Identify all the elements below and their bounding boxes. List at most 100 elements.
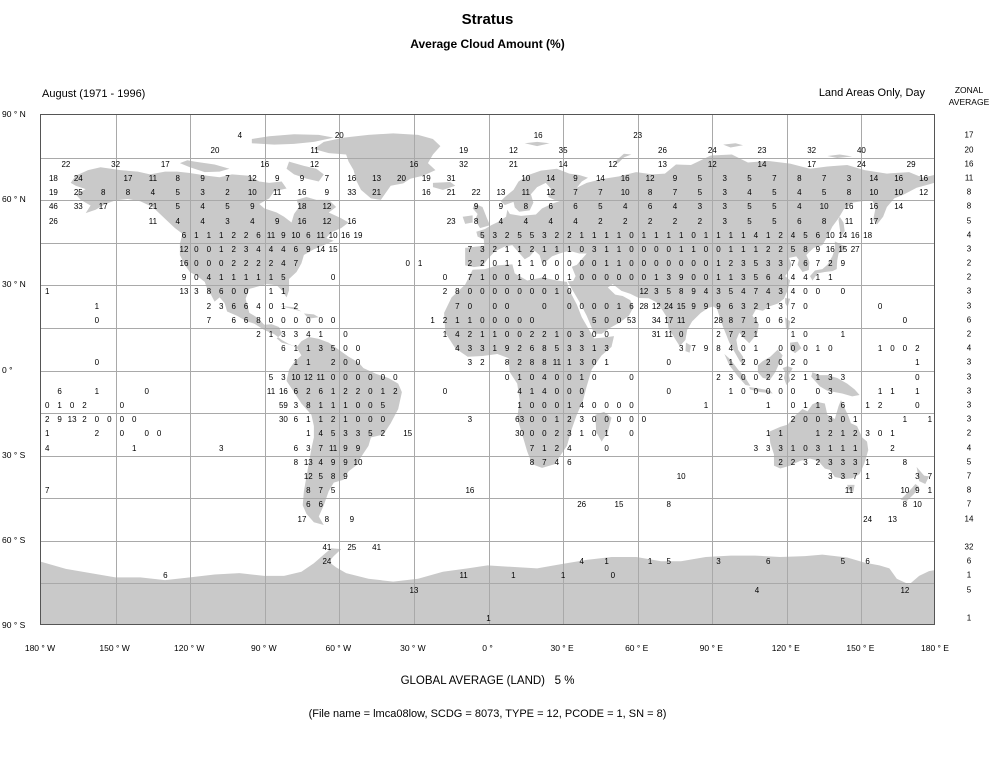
grid-value: 2 <box>293 301 299 311</box>
grid-value: 4 <box>765 287 771 297</box>
grid-value: 2 <box>504 230 510 240</box>
grid-value: 2 <box>467 259 473 268</box>
grid-value: 14 <box>838 230 848 240</box>
zonal-average-value: 1 <box>966 570 972 580</box>
grid-value: 0 <box>343 330 348 339</box>
grid-value: 0 <box>517 315 522 325</box>
grid-value: 5 <box>790 244 796 254</box>
grid-value: 24 <box>707 145 717 155</box>
grid-value: 0 <box>629 401 634 410</box>
longitude-tick-label: 180 ° W <box>24 643 56 653</box>
grid-value: 12 <box>247 173 257 183</box>
grid-value: 0 <box>815 386 821 396</box>
grid-value: 1 <box>529 386 535 396</box>
grid-value: 0 <box>753 372 759 382</box>
grid-value: 21 <box>148 202 158 212</box>
landmass-shape <box>685 342 691 353</box>
longitude-tick-label: 60 ° W <box>325 643 352 653</box>
grid-value: 0 <box>293 315 299 325</box>
grid-value: 8 <box>678 287 684 297</box>
grid-value: 16 <box>850 230 860 240</box>
grid-value: 8 <box>716 344 721 354</box>
grid-value: 1 <box>492 344 497 354</box>
grid-value: 2 <box>598 216 603 226</box>
parallel-line <box>41 498 934 500</box>
grid-value: 2 <box>529 330 535 339</box>
grid-value: 2 <box>82 415 87 425</box>
grid-value: 4 <box>455 330 460 339</box>
grid-value: 1 <box>554 287 560 297</box>
grid-value: 16 <box>533 131 543 141</box>
grid-value: 4 <box>542 386 547 396</box>
grid-value: 7 <box>467 273 473 283</box>
grid-value: 1 <box>877 386 883 396</box>
grid-value: 2 <box>765 358 771 368</box>
grid-value: 1 <box>654 273 659 283</box>
grid-value: 14 <box>546 173 556 183</box>
grid-value: 1 <box>517 401 522 410</box>
grid-value: 0 <box>666 386 671 396</box>
grid-value: 4 <box>542 273 547 283</box>
grid-value: 0 <box>790 386 796 396</box>
grid-value: 0 <box>604 330 609 339</box>
grid-value: 0 <box>567 330 572 339</box>
grid-value: 16 <box>278 386 288 396</box>
grid-value: 16 <box>465 486 475 496</box>
landmass-shape <box>286 337 402 525</box>
grid-value: 4 <box>554 457 560 467</box>
grid-value: 0 <box>604 401 609 410</box>
grid-value: 3 <box>281 372 286 382</box>
grid-value: 0 <box>156 429 162 439</box>
grid-value: 4 <box>790 287 796 297</box>
grid-value: 3 <box>200 188 205 198</box>
grid-value: 8 <box>175 173 180 183</box>
grid-value: 15 <box>676 301 686 311</box>
grid-value: 0 <box>703 259 709 268</box>
grid-value: 3 <box>467 344 473 354</box>
grid-value: 0 <box>815 415 821 425</box>
grid-value: 5 <box>803 230 808 240</box>
zonal-average-value: 20 <box>964 145 974 154</box>
grid-value: 0 <box>915 401 920 410</box>
grid-value: 5 <box>368 429 373 439</box>
grid-value: 2 <box>815 457 821 467</box>
grid-value: 2 <box>206 301 212 311</box>
grid-value: 1 <box>815 372 821 382</box>
grid-value: 1 <box>604 230 609 240</box>
grid-value: 5 <box>591 315 597 325</box>
latitude-tick-label: 60 ° S <box>2 534 26 545</box>
grid-value: 0 <box>131 415 137 425</box>
grid-value: 3 <box>666 273 671 283</box>
grid-value: 10 <box>353 457 363 467</box>
grid-value: 12 <box>310 159 319 169</box>
grid-value: 1 <box>741 230 746 240</box>
grid-value: 0 <box>529 415 535 425</box>
grid-value: 15 <box>328 244 338 254</box>
grid-value: 0 <box>380 415 386 425</box>
grid-value: 4 <box>747 188 752 198</box>
grid-value: 1 <box>554 244 560 254</box>
grid-value: 3 <box>567 344 572 354</box>
landmass-shape <box>790 341 802 354</box>
landmass-shape <box>769 400 869 479</box>
grid-value: 5 <box>318 472 323 481</box>
grid-value: 2 <box>380 429 386 439</box>
latitude-tick-label: 60 ° N <box>2 194 26 205</box>
landmass-shape <box>723 143 744 148</box>
grid-value: 0 <box>877 429 883 439</box>
grid-value: 5 <box>281 273 286 283</box>
grid-value: 6 <box>318 500 323 510</box>
grid-value: 0 <box>194 259 199 268</box>
grid-value: 6 <box>765 557 771 567</box>
grid-value: 8 <box>125 188 131 198</box>
grid-value: 16 <box>844 202 854 212</box>
grid-value: 0 <box>44 401 50 410</box>
grid-value: 1 <box>318 415 323 425</box>
grid-value: 2 <box>672 216 678 226</box>
grid-value: 3 <box>828 372 833 382</box>
grid-value: 26 <box>577 500 587 510</box>
grid-value: 17 <box>869 216 879 226</box>
grid-value: 19 <box>421 173 431 183</box>
grid-value: 0 <box>629 429 634 439</box>
grid-value: 26 <box>48 216 58 226</box>
